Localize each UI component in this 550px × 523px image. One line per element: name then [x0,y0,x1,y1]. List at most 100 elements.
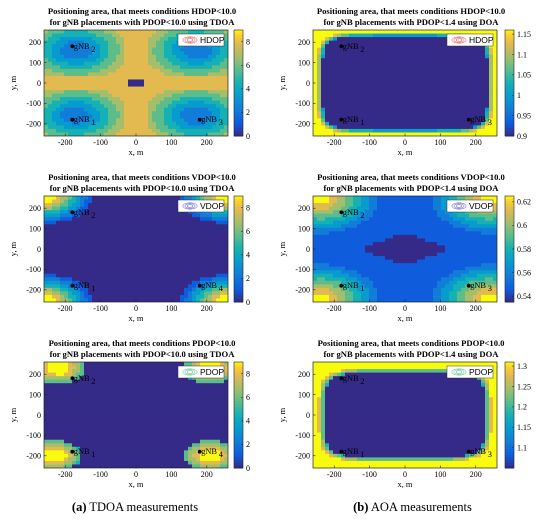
heatmap-cell [329,40,334,45]
heatmap-cell [473,118,478,123]
heatmap-cell [128,128,133,134]
heatmap-cell [224,68,228,73]
heatmap-cell [192,284,197,289]
heatmap-cell [84,241,89,247]
heatmap-cell [68,93,73,98]
heatmap-cell [80,241,85,247]
heatmap-cell [389,51,394,56]
heatmap-cell [453,51,458,56]
heatmap-cell [216,72,221,77]
heatmap-cell [441,83,446,88]
heatmap-cell [220,125,225,130]
heatmap-cell [341,273,346,278]
heatmap-cell [341,259,346,264]
heatmap-cell [52,100,57,105]
heatmap-cell [52,111,57,116]
heatmap-cell [192,241,197,247]
heatmap-cell [96,132,101,136]
colorbar-segment [234,288,243,292]
heatmap-cell [188,30,193,35]
heatmap-cell [321,252,326,257]
heatmap-cell [345,245,350,250]
heatmap-cell [317,30,322,35]
heatmap-cell [349,54,354,59]
heatmap-cell [401,44,406,49]
heatmap-cell [357,86,362,91]
heatmap-cell [160,68,165,73]
heatmap-cell [116,210,121,215]
heatmap-cell [164,298,169,302]
heatmap-cell [72,241,77,247]
heatmap-cell [84,245,89,250]
colorbar-segment [234,72,243,76]
heatmap-cell [216,284,221,289]
heatmap-cell [445,54,450,59]
heatmap-cell [84,51,89,56]
heatmap-cell [361,284,366,289]
heatmap-cell [196,270,201,275]
colorbar-segment [234,217,243,221]
heatmap-cell [325,199,330,204]
heatmap-cell [180,220,185,225]
heatmap-cell [425,58,430,63]
heatmap-cell [148,47,153,52]
heatmap-cell [357,33,362,38]
heatmap-cell [80,93,85,98]
heatmap-cell [108,224,113,229]
colorbar-tick-label: 8 [246,204,250,213]
heatmap-cell [88,217,93,222]
heatmap-cell [409,121,414,126]
heatmap-cell [465,65,470,70]
heatmap-cell [357,284,362,289]
heatmap-cell [353,280,358,285]
heatmap-cell [453,72,458,77]
heatmap-cell [164,121,169,126]
heatmap-cell [401,125,406,130]
heatmap-cell [64,61,69,66]
heatmap-cell [44,44,49,49]
heatmap-cell [132,210,137,215]
heatmap-cell [152,210,157,215]
heatmap-cell [377,231,382,236]
heatmap-cell [68,58,73,63]
heatmap-cell [325,121,330,126]
heatmap-cell [136,33,141,38]
heatmap-cell [128,241,133,247]
heatmap-cell [417,118,422,123]
heatmap-cell [405,104,410,109]
heatmap-cell [425,83,430,88]
heatmap-cell [140,280,145,285]
heatmap-cell [220,249,225,254]
heatmap-cell [172,90,177,95]
heatmap-cell [208,128,213,134]
heatmap-cell [377,210,382,215]
heatmap-cell [345,241,350,247]
heatmap-cell [377,238,382,243]
heatmap-cell [204,266,209,271]
heatmap-cell [72,44,77,49]
heatmap-cell [377,217,382,222]
heatmap-cell [333,266,338,271]
heatmap-cell [44,118,49,123]
heatmap-cell [168,294,173,300]
heatmap-cell [345,273,350,278]
heatmap-cell [425,104,430,109]
heatmap-cell [124,220,129,225]
heatmap-cell [96,40,101,45]
heatmap-cell [68,256,73,261]
heatmap-cell [136,68,141,73]
heatmap-cell [489,86,494,91]
heatmap-cell [140,220,145,225]
heatmap-cell [337,104,342,109]
heatmap-cell [148,65,153,70]
heatmap-cell [116,128,121,134]
heatmap-cell [44,72,49,77]
colorbar-segment [505,48,514,52]
heatmap-cell [124,93,129,98]
heatmap-cell [52,196,57,201]
heatmap-cell [373,44,378,49]
heatmap-cell [120,234,125,239]
heatmap-cell [184,100,189,105]
